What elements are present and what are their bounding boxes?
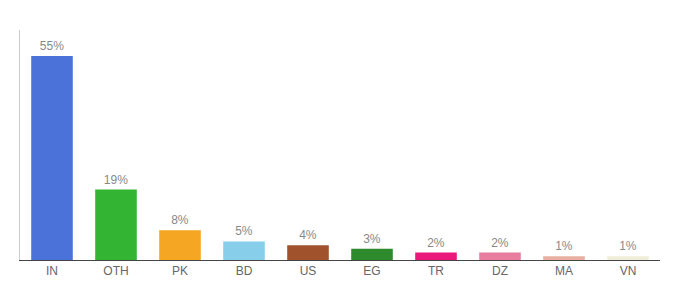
svg-text:OTH: OTH xyxy=(103,264,128,278)
svg-text:TR: TR xyxy=(428,264,444,278)
svg-text:8%: 8% xyxy=(171,213,189,227)
svg-text:55%: 55% xyxy=(40,39,64,53)
svg-text:US: US xyxy=(300,264,317,278)
svg-text:19%: 19% xyxy=(104,173,128,187)
svg-text:1%: 1% xyxy=(555,239,573,253)
svg-text:5%: 5% xyxy=(235,224,253,238)
svg-text:MA: MA xyxy=(555,264,573,278)
svg-text:VN: VN xyxy=(620,264,637,278)
svg-text:PK: PK xyxy=(172,264,188,278)
svg-text:DZ: DZ xyxy=(492,264,508,278)
svg-text:1%: 1% xyxy=(619,239,637,253)
svg-text:BD: BD xyxy=(236,264,253,278)
svg-text:2%: 2% xyxy=(427,236,445,250)
svg-text:2%: 2% xyxy=(491,236,509,250)
svg-text:3%: 3% xyxy=(363,232,381,246)
svg-text:4%: 4% xyxy=(299,228,317,242)
svg-text:EG: EG xyxy=(363,264,380,278)
svg-text:IN: IN xyxy=(46,264,58,278)
